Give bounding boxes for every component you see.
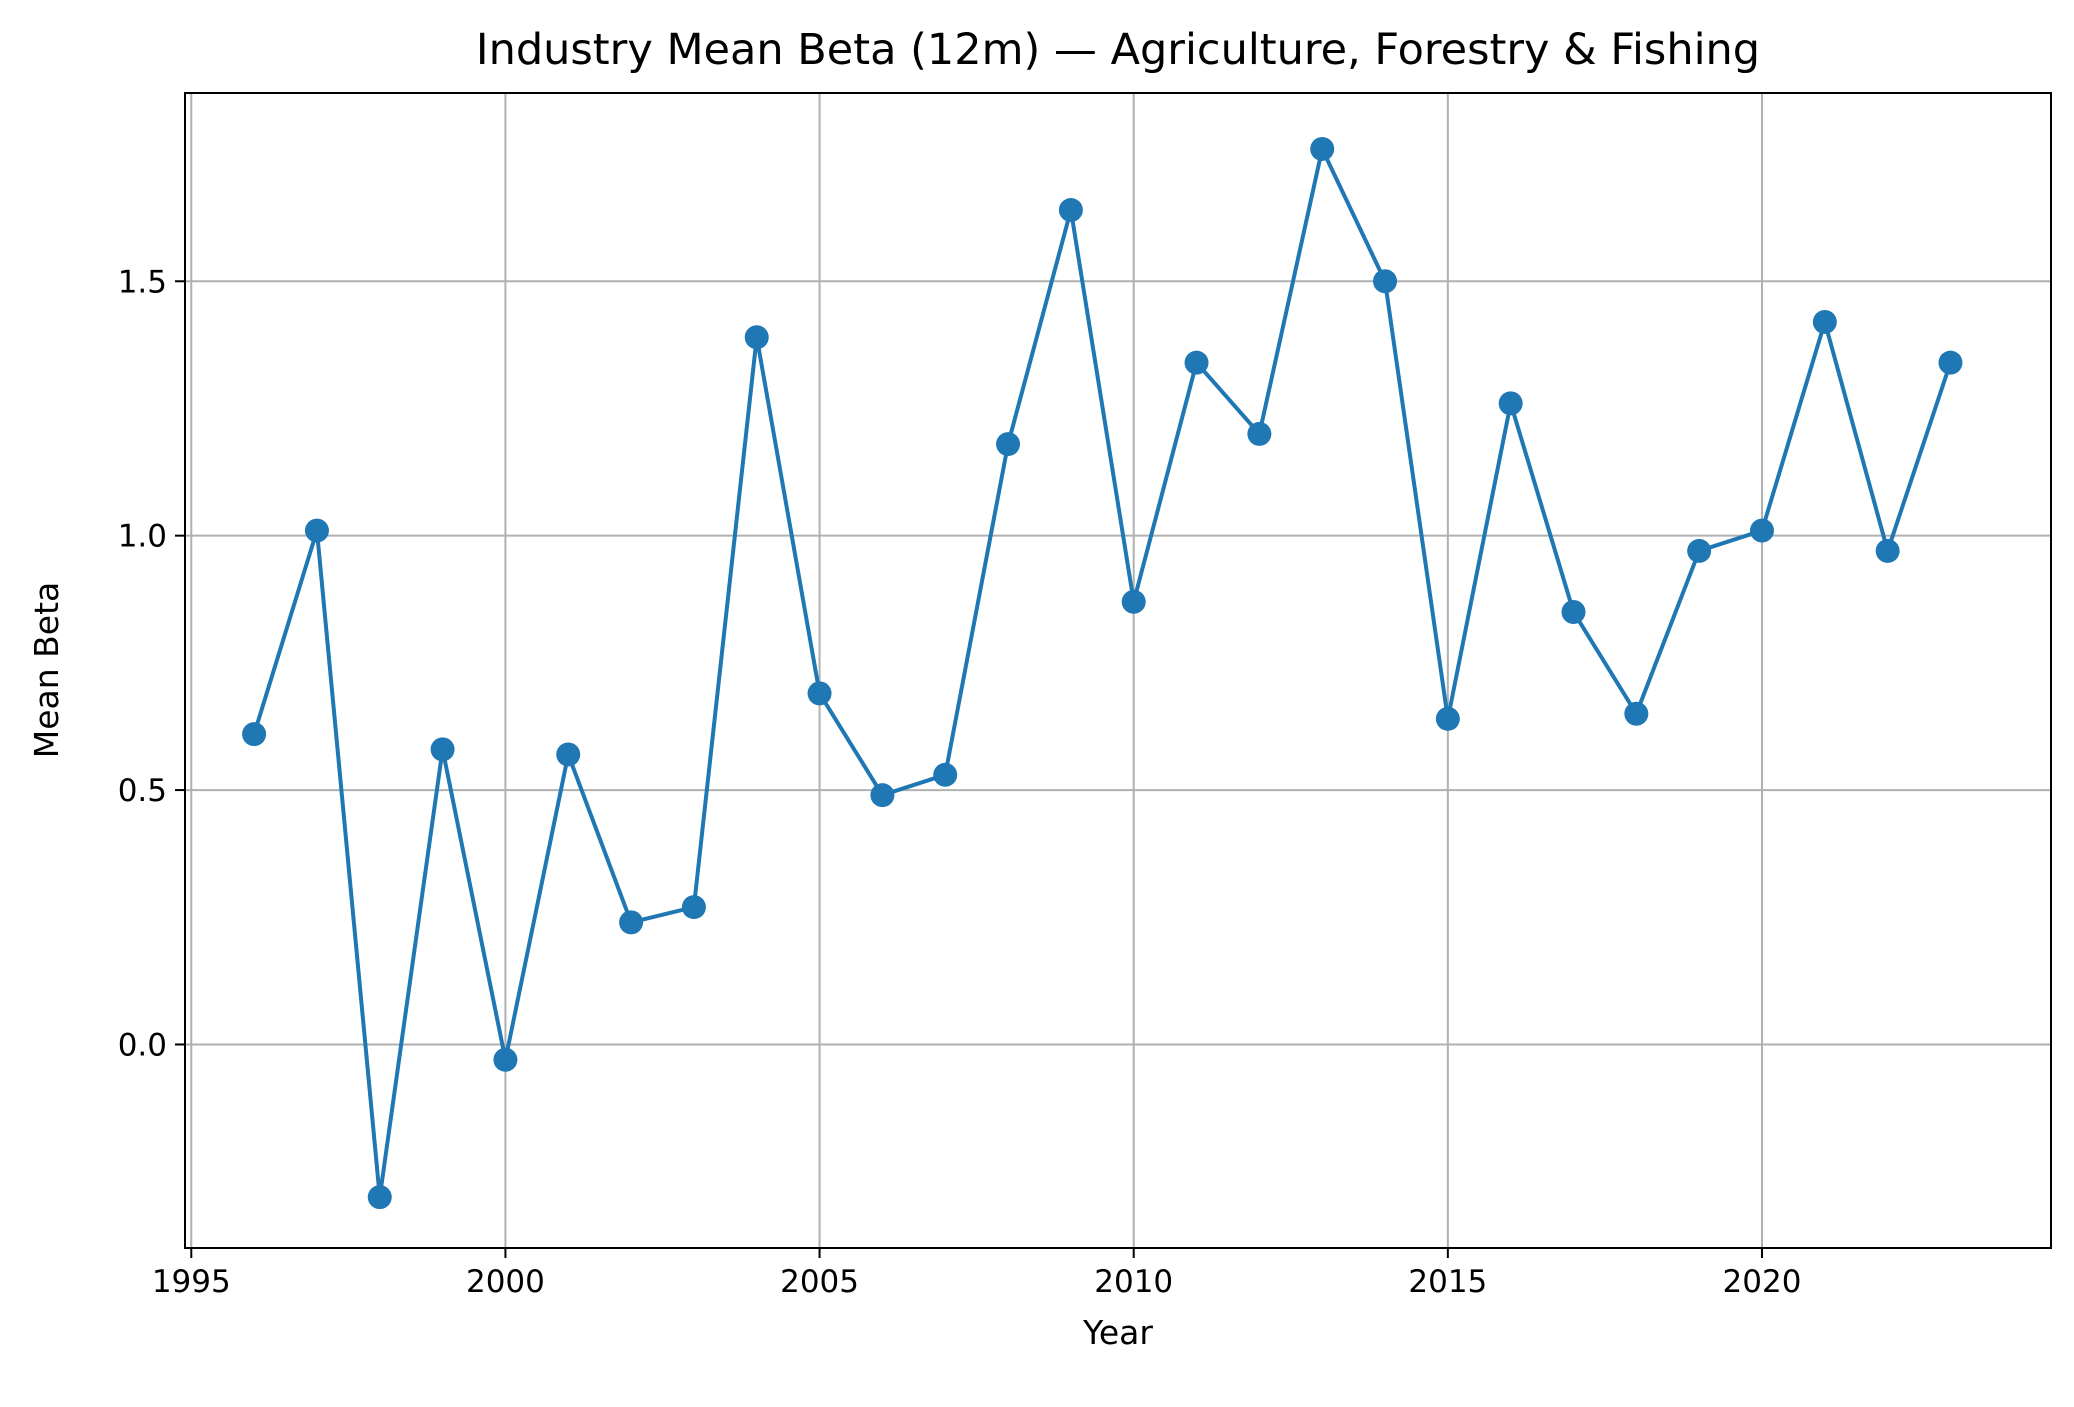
data-point (1247, 421, 1272, 446)
chart-title: Industry Mean Beta (12m) — Agriculture, … (476, 25, 1760, 75)
data-point (1058, 198, 1083, 223)
y-axis-label: Mean Beta (27, 582, 66, 759)
y-tick-label: 0.0 (118, 1027, 167, 1063)
x-tick-label: 1995 (152, 1264, 231, 1300)
x-axis-label: Year (1082, 1313, 1153, 1352)
data-point (870, 783, 895, 808)
data-point (933, 762, 958, 787)
x-tick-label: 2000 (466, 1264, 545, 1300)
x-tick-label: 2005 (780, 1264, 859, 1300)
x-tick-label: 2020 (1723, 1264, 1802, 1300)
data-point (1749, 518, 1774, 543)
data-point (1875, 538, 1900, 563)
data-point (1561, 599, 1586, 624)
data-point (807, 681, 832, 706)
data-point (1812, 309, 1837, 334)
grid-lines (185, 93, 2051, 1248)
data-point (430, 737, 455, 762)
series-layer (242, 136, 1963, 1210)
data-point (681, 895, 706, 920)
data-point (242, 722, 267, 747)
x-tick-label: 2015 (1408, 1264, 1487, 1300)
data-point (556, 742, 581, 767)
plot-frame (184, 92, 2052, 1249)
data-point (996, 432, 1021, 457)
data-point (1687, 538, 1712, 563)
data-point (1310, 136, 1335, 161)
data-point (1624, 701, 1649, 726)
data-point (1121, 589, 1146, 614)
data-point (367, 1185, 392, 1210)
axis-ticks: 1995 2000 2005 2010 2015 2020 0.0 0.5 1.0 1.5 (118, 264, 1802, 1300)
data-point (619, 910, 644, 935)
data-point (1184, 350, 1209, 375)
data-point (304, 518, 329, 543)
x-tick-label: 2010 (1094, 1264, 1173, 1300)
data-point (1938, 350, 1963, 375)
data-point (1373, 269, 1398, 294)
y-tick-label: 1.5 (118, 264, 167, 300)
data-point (1498, 391, 1523, 416)
data-point (1435, 706, 1460, 731)
y-tick-label: 1.0 (118, 519, 167, 555)
y-tick-label: 0.5 (118, 773, 167, 809)
data-point (493, 1047, 518, 1072)
data-point (744, 325, 769, 350)
series-line (252, 146, 1953, 1200)
